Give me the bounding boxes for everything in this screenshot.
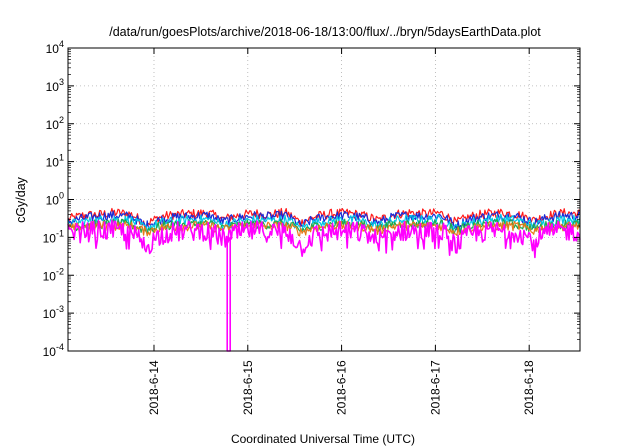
series-line — [67, 219, 581, 352]
y-tick-label: 101 — [46, 153, 64, 170]
y-tick-label: 10-1 — [43, 228, 64, 245]
series-line — [67, 220, 581, 237]
y-tick-label: 10-3 — [43, 304, 64, 321]
data-series-layer — [67, 207, 581, 352]
y-tick-label: 102 — [46, 115, 64, 132]
x-tick-label: 2018-6-17 — [428, 360, 442, 415]
chart-title: /data/run/goesPlots/archive/2018-06-18/1… — [109, 25, 541, 39]
x-tick-label: 2018-6-15 — [241, 360, 255, 415]
x-tick-label: 2018-6-18 — [522, 360, 536, 415]
y-tick-label: 100 — [46, 191, 64, 208]
grid-lines — [68, 48, 580, 351]
y-tick-label: 10-2 — [43, 266, 64, 283]
x-tick-label: 2018-6-14 — [147, 360, 161, 415]
y-tick-label: 10-4 — [43, 342, 64, 359]
axis-ticks: 10-4 10-3 10-2 10-1 100 101 102 103 104 2018-6-14… — [43, 39, 580, 415]
x-axis-label: Coordinated Universal Time (UTC) — [231, 432, 415, 446]
y-axis-label: cGy/day — [14, 176, 28, 223]
series-line — [67, 207, 581, 229]
y-tick-label: 104 — [46, 39, 64, 56]
x-tick-label: 2018-6-16 — [335, 360, 349, 415]
y-tick-label: 103 — [46, 77, 64, 94]
